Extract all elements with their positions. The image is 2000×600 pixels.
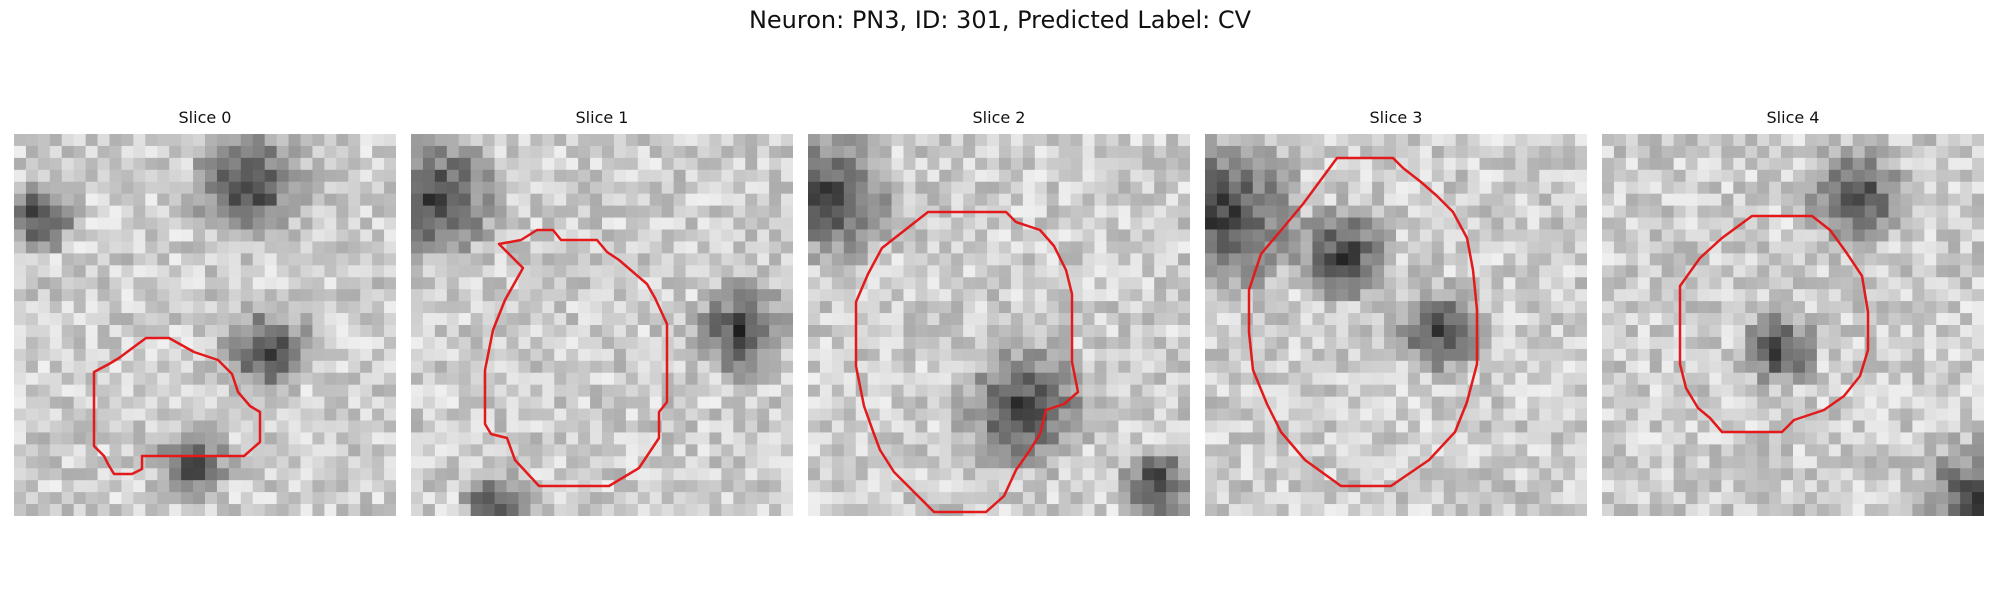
pixel-grid — [808, 134, 1190, 516]
slice-image-4 — [1602, 134, 1984, 516]
slice-panel-2: Slice 2 — [808, 108, 1190, 518]
slice-title: Slice 0 — [178, 108, 232, 127]
pixel-grid — [14, 134, 396, 516]
cell-outline — [1678, 214, 1870, 434]
slice-image-1 — [411, 134, 793, 516]
cell-outline — [854, 210, 1080, 514]
slice-title: Slice 2 — [972, 108, 1026, 127]
slice-panel-3: Slice 3 — [1205, 108, 1587, 518]
figure-title: Neuron: PN3, ID: 301, Predicted Label: C… — [748, 6, 1252, 34]
cell-outline — [1247, 156, 1479, 488]
slice-image-2 — [808, 134, 1190, 516]
pixel-grid — [411, 134, 793, 516]
slice-panel-0: Slice 0 — [14, 108, 396, 518]
cell-outline — [483, 228, 669, 488]
slice-title: Slice 1 — [575, 108, 629, 127]
slice-title: Slice 4 — [1766, 108, 1820, 127]
slice-title: Slice 3 — [1369, 108, 1423, 127]
slice-image-0 — [14, 134, 396, 516]
cell-outline — [92, 336, 262, 476]
slice-image-3 — [1205, 134, 1587, 516]
pixel-grid — [1205, 134, 1587, 516]
pixel-grid — [1602, 134, 1984, 516]
slice-panel-1: Slice 1 — [411, 108, 793, 518]
slice-panel-4: Slice 4 — [1602, 108, 1984, 518]
